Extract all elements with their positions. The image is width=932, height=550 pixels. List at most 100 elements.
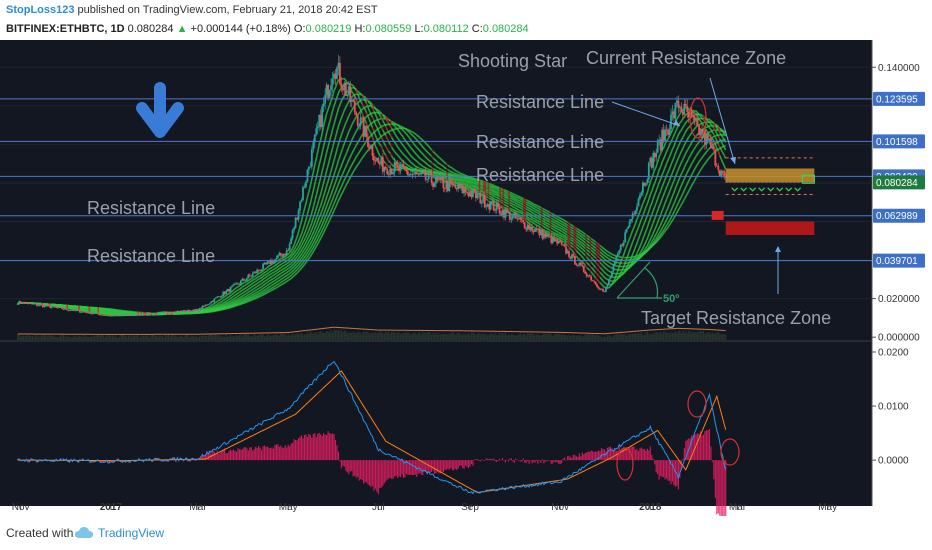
volume-bar [265,336,267,340]
candle-body [132,314,134,316]
histogram-bar [444,460,446,470]
histogram-bar [569,457,572,461]
volume-bar [618,333,620,340]
candle-body [58,307,61,308]
volume-bar [346,332,348,340]
resistance-zones[interactable] [711,157,815,236]
volume-bar [711,332,713,340]
histogram-bar [396,460,399,478]
candle-body [28,302,31,304]
histogram-bar [698,433,700,461]
volume-bar [176,336,178,340]
ma-ribbon-line [502,195,505,198]
volume-bar [23,335,25,340]
resistance-lines[interactable] [0,98,872,262]
ma-ribbon-line [478,186,481,189]
volume-bar [65,336,68,340]
ma-ribbon-line [549,229,552,232]
volume-bar [382,333,384,340]
histogram-bar [501,458,504,461]
histogram-bar [274,445,276,461]
volume-ma-line [17,326,726,335]
volume-bar [652,334,654,340]
histogram-bar [185,457,187,461]
volume-bar [113,336,115,340]
candle-body [322,103,325,107]
histogram-bar [385,460,387,482]
volume-bar [587,334,589,340]
ma-ribbon-line [371,107,375,112]
ma-ribbon-line [589,236,592,240]
volume-bar [197,337,199,340]
volume-bar [547,333,549,340]
volume-bar [240,334,242,340]
ma-ribbon-line [389,144,393,148]
volume-bar [605,336,607,340]
histogram-bar [243,447,245,461]
histogram-bar [184,460,186,461]
candle-body [594,281,597,285]
ma-ribbon-line [509,201,524,211]
volume-bar [670,331,672,340]
volume-bar [20,336,22,340]
tradingview-link[interactable]: TradingView [98,526,165,540]
candle-body [37,305,40,307]
ma-ribbon-line [507,206,511,209]
symbol-label[interactable]: BITFINEX:ETHBTC, 1D [6,23,125,35]
histogram-bar [524,460,526,463]
histogram-bar [704,431,706,461]
volume-bar [723,334,725,340]
volume-bar [164,334,167,340]
volume-bar [167,334,170,340]
candle-body [575,263,578,266]
volume-bar [519,332,521,340]
price-chart[interactable]: Shooting Star Current Resistance ZoneResi… [0,40,932,516]
volume-bar [258,335,260,340]
volume-bar [281,333,283,340]
volume-bar [261,334,263,340]
candle-body [610,271,613,277]
volume-bar [398,331,400,340]
candle-body [52,306,55,308]
volume-bar [626,335,628,340]
volume-bar [98,335,100,340]
candle-body [241,278,244,281]
volume-bar [231,336,233,340]
candle-body [615,256,618,262]
candle-body [352,99,355,102]
ma-ribbon-line [542,220,551,226]
ma-ribbon-line [502,205,505,209]
candle-body [161,311,164,313]
candle-body [328,89,331,98]
ma-ribbon-line [522,211,527,215]
volume-bar [717,331,719,340]
histogram-bar [657,460,659,475]
volume-bar [543,333,545,340]
histogram-bar [420,460,422,475]
histogram-bar [354,460,356,476]
volume-bar [376,333,378,340]
candle-body [637,198,640,207]
ma-ribbon-line [599,124,714,271]
volume-bar [207,335,209,340]
histogram-bar [652,458,654,461]
ma-ribbon-line [390,137,432,173]
volume-bar [225,334,227,340]
volume-bar [173,335,175,340]
volume-bar [249,336,251,340]
ma-ribbon-line [590,246,597,252]
candle-body [455,187,458,190]
candle-body [244,280,247,282]
candle-body [482,195,485,202]
candle-body [189,310,192,312]
volume-bar [195,336,198,340]
volume-bar [697,332,699,340]
author-link[interactable]: StopLoss123 [6,4,75,16]
ma-ribbon-line [589,239,592,243]
volume-bar [692,331,694,340]
candle-body [622,242,625,246]
histogram-bar [472,460,474,466]
candle-body [350,99,353,102]
ma-ribbon-line [482,187,487,192]
volume-bar [640,332,643,340]
